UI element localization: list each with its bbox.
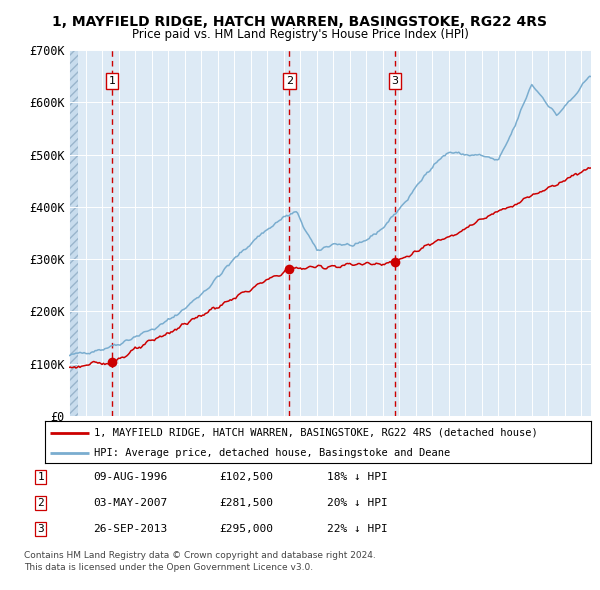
Text: 1: 1	[37, 472, 44, 481]
Text: 09-AUG-1996: 09-AUG-1996	[93, 472, 167, 481]
Text: £281,500: £281,500	[219, 498, 273, 507]
Text: £102,500: £102,500	[219, 472, 273, 481]
Text: 1, MAYFIELD RIDGE, HATCH WARREN, BASINGSTOKE, RG22 4RS (detached house): 1, MAYFIELD RIDGE, HATCH WARREN, BASINGS…	[94, 428, 538, 438]
Text: 3: 3	[37, 524, 44, 533]
Text: 1, MAYFIELD RIDGE, HATCH WARREN, BASINGSTOKE, RG22 4RS: 1, MAYFIELD RIDGE, HATCH WARREN, BASINGS…	[53, 15, 548, 29]
Text: 1: 1	[109, 76, 116, 86]
Text: £295,000: £295,000	[219, 524, 273, 533]
Text: 22% ↓ HPI: 22% ↓ HPI	[327, 524, 388, 533]
Text: 26-SEP-2013: 26-SEP-2013	[93, 524, 167, 533]
Text: This data is licensed under the Open Government Licence v3.0.: This data is licensed under the Open Gov…	[24, 563, 313, 572]
Text: 2: 2	[286, 76, 293, 86]
Bar	[69, 50, 78, 416]
Text: 2: 2	[37, 498, 44, 507]
Text: 20% ↓ HPI: 20% ↓ HPI	[327, 498, 388, 507]
Text: 3: 3	[392, 76, 398, 86]
Text: Price paid vs. HM Land Registry's House Price Index (HPI): Price paid vs. HM Land Registry's House …	[131, 28, 469, 41]
Text: Contains HM Land Registry data © Crown copyright and database right 2024.: Contains HM Land Registry data © Crown c…	[24, 551, 376, 560]
Text: HPI: Average price, detached house, Basingstoke and Deane: HPI: Average price, detached house, Basi…	[94, 448, 451, 457]
Text: 18% ↓ HPI: 18% ↓ HPI	[327, 472, 388, 481]
Text: 03-MAY-2007: 03-MAY-2007	[93, 498, 167, 507]
